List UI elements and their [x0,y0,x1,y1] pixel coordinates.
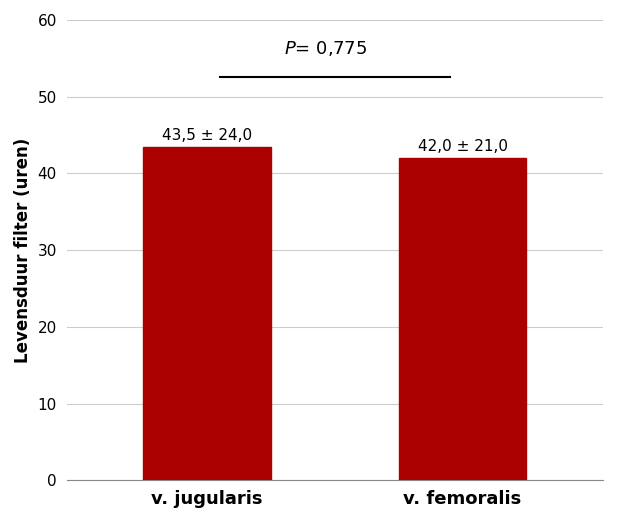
Bar [399,158,526,480]
Text: 42,0 ± 21,0: 42,0 ± 21,0 [418,139,508,154]
Bar [143,147,271,480]
Text: 43,5 ± 24,0: 43,5 ± 24,0 [162,128,252,143]
Text: $\it{P}$= 0,775: $\it{P}$= 0,775 [284,39,367,58]
Y-axis label: Levensduur filter (uren): Levensduur filter (uren) [14,137,32,363]
